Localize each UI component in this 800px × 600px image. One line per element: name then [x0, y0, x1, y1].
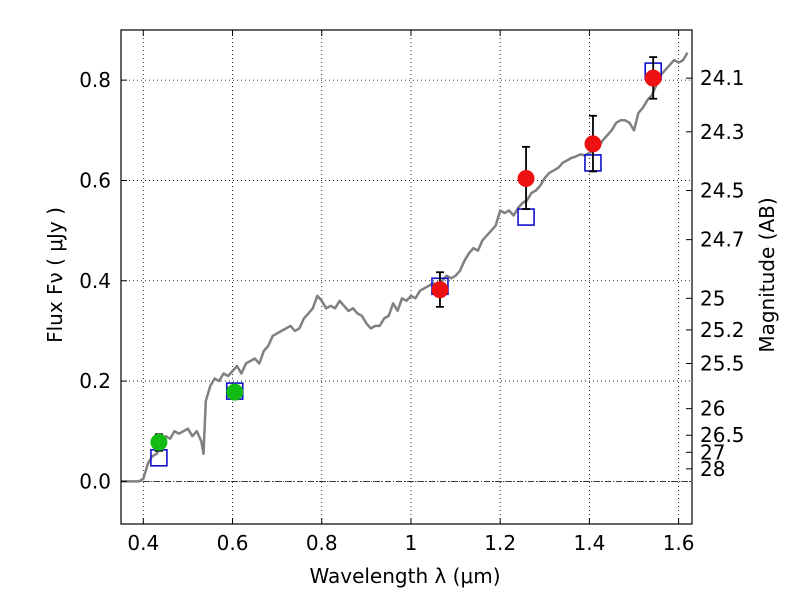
data-point-layer — [150, 56, 662, 452]
plot-frame-layer — [120, 29, 693, 525]
red-data-point — [517, 169, 535, 187]
y2-axis-label: Magnitude (AB) — [755, 197, 779, 352]
model-box-layer — [150, 62, 662, 467]
y2-tick-label: 26.5 — [700, 423, 745, 447]
y2-tick-label: 26 — [700, 397, 725, 421]
x-tick-label: 0.4 — [127, 531, 159, 555]
y2-tick-label: 24.3 — [700, 120, 745, 144]
y2-tick-label: 27 — [700, 440, 725, 464]
x-tick-label: 1.4 — [573, 531, 605, 555]
x-tick-label: 1 — [405, 531, 418, 555]
model-spectrum-line — [121, 51, 689, 483]
x-axis-label: Wavelength λ (μm) — [309, 564, 500, 588]
y2-tick-label: 24.5 — [700, 178, 745, 202]
y-tick-label: 0.6 — [79, 168, 111, 192]
red-data-point — [644, 69, 662, 87]
y2-tick-label: 28 — [700, 457, 725, 481]
x-tick-label: 1.2 — [484, 531, 516, 555]
y2-tick-label: 24.1 — [700, 66, 745, 90]
red-data-point — [584, 135, 602, 153]
grid-layer — [121, 30, 692, 524]
y-axis-label: Flux Fν ( μJy ) — [43, 207, 67, 343]
model-spectrum-layer — [121, 51, 689, 483]
y-tick-label: 0.0 — [79, 469, 111, 493]
y2-tick-label: 24.7 — [700, 228, 745, 252]
x-tick-label: 0.6 — [217, 531, 249, 555]
y-tick-label: 0.8 — [79, 68, 111, 92]
model-box-marker — [517, 208, 535, 226]
model-box-marker — [150, 448, 168, 467]
y-tick-label: 0.4 — [79, 269, 111, 293]
y2-tick-label: 25.2 — [700, 318, 745, 342]
plot-frame — [120, 29, 693, 525]
y2-tick-label: 25.5 — [700, 352, 745, 376]
red-data-point — [431, 281, 449, 299]
y-tick-label: 0.2 — [79, 369, 111, 393]
tick-layer: 0.4 0.6 0.8 1 1.2 1.4 1.6 0.0 0.2 0.4 0.6 0.8 24.1 24… — [79, 30, 745, 555]
x-tick-label: 1.6 — [663, 531, 695, 555]
green-data-point — [150, 433, 168, 451]
y2-tick-label: 25 — [700, 286, 725, 310]
green-data-point — [226, 383, 244, 401]
x-tick-label: 0.8 — [306, 531, 338, 555]
